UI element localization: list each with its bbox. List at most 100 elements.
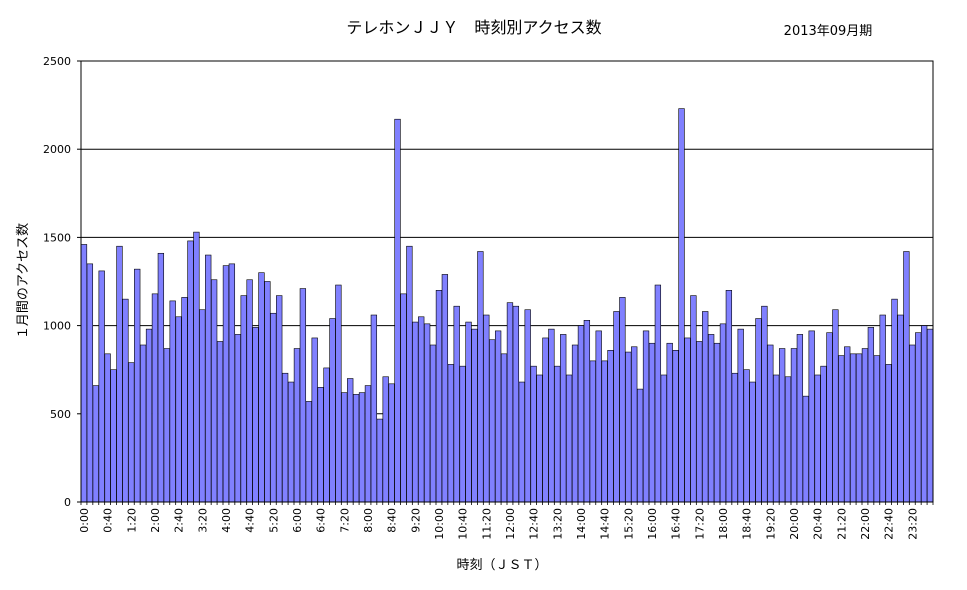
bar — [252, 327, 259, 503]
bar — [784, 376, 792, 503]
bar — [607, 349, 614, 503]
bar — [483, 314, 490, 503]
bar — [891, 298, 898, 503]
bar — [802, 395, 809, 503]
bar — [577, 325, 585, 503]
bar — [826, 332, 833, 503]
y-tick-label: 1000 — [43, 320, 71, 333]
bar — [139, 344, 147, 503]
x-tick-label: 4:40 — [244, 508, 257, 533]
bar — [903, 251, 910, 503]
bar — [394, 118, 401, 503]
x-tick-label: 22:40 — [883, 508, 896, 540]
y-tick-label: 2000 — [43, 143, 71, 156]
bar — [228, 263, 236, 503]
x-tick-label: 17:20 — [693, 508, 706, 540]
bar — [347, 378, 354, 503]
bar — [565, 374, 573, 503]
bar — [660, 374, 667, 503]
bar — [500, 353, 508, 503]
x-tick-label: 14:40 — [599, 508, 612, 540]
bar — [86, 263, 94, 503]
bar — [915, 332, 922, 503]
bar — [589, 360, 596, 503]
bar — [512, 305, 520, 503]
bar — [145, 328, 153, 503]
x-tick-label: 8:40 — [386, 508, 399, 533]
bar — [873, 355, 880, 503]
bar — [441, 274, 449, 503]
bar — [193, 231, 200, 503]
bar — [548, 328, 555, 503]
x-tick-label: 0:40 — [102, 508, 115, 533]
bar — [814, 374, 821, 503]
bar — [613, 311, 620, 503]
x-tick-label: 13:20 — [551, 508, 564, 540]
bar — [128, 362, 135, 503]
y-axis-label: １月間のアクセス数 — [16, 223, 31, 339]
x-tick-label: 0:00 — [78, 508, 91, 533]
bar — [595, 330, 602, 503]
x-tick-label: 12:00 — [504, 508, 517, 540]
x-tick-label: 4:00 — [220, 508, 233, 533]
y-tick-label: 2500 — [43, 55, 71, 68]
x-tick-label: 20:00 — [788, 508, 801, 540]
bar — [648, 342, 656, 503]
bar — [388, 383, 395, 503]
bar — [299, 288, 307, 503]
x-tick-label: 7:20 — [338, 508, 351, 533]
bar — [690, 295, 697, 503]
bar — [560, 334, 567, 503]
bar — [116, 245, 123, 503]
x-tick-label: 5:20 — [267, 508, 280, 533]
bar — [725, 290, 733, 503]
bar — [477, 251, 484, 503]
bar — [216, 341, 224, 503]
bar — [335, 284, 342, 503]
y-axis-ticks: 0 500 1000 1500 2000 2500 — [43, 55, 81, 509]
bar — [636, 388, 644, 503]
bar — [358, 392, 366, 503]
x-tick-label: 21:20 — [835, 508, 848, 540]
bar — [98, 270, 105, 503]
bar — [920, 325, 928, 503]
bar — [80, 244, 88, 503]
x-tick-label: 2:00 — [149, 508, 162, 533]
bar — [554, 365, 561, 503]
bar — [542, 337, 549, 503]
bar — [731, 372, 738, 503]
bar — [743, 369, 750, 503]
bar — [287, 381, 295, 503]
bar — [678, 108, 685, 503]
x-axis-label: 時刻（ＪＳＴ） — [456, 558, 547, 573]
x-tick-label: 2:40 — [173, 508, 186, 533]
bar — [583, 320, 591, 503]
bar — [707, 334, 715, 503]
bar — [838, 355, 845, 503]
bar — [453, 305, 460, 503]
bar — [370, 314, 378, 503]
bar — [719, 323, 727, 503]
bar — [625, 351, 632, 503]
bar — [672, 349, 679, 503]
bar — [447, 364, 454, 503]
x-tick-label: 3:20 — [196, 508, 209, 533]
bar — [222, 265, 230, 503]
bar — [749, 381, 756, 503]
bar — [867, 327, 875, 503]
bar — [861, 348, 869, 503]
bar — [341, 392, 348, 503]
bar — [376, 418, 383, 503]
bar — [796, 334, 804, 503]
x-tick-label: 18:00 — [717, 508, 730, 540]
bar — [435, 290, 443, 503]
bar — [471, 328, 478, 503]
x-tick-label: 16:00 — [646, 508, 659, 540]
bar — [642, 330, 650, 503]
bar — [619, 297, 626, 503]
bar — [175, 316, 182, 503]
x-tick-label: 18:40 — [741, 508, 754, 540]
bar — [276, 295, 283, 503]
bar — [897, 314, 904, 503]
bar — [524, 309, 531, 503]
